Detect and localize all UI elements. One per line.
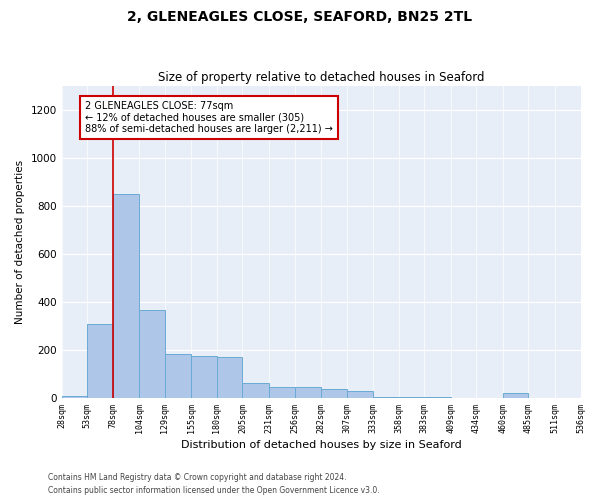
Text: 2, GLENEAGLES CLOSE, SEAFORD, BN25 2TL: 2, GLENEAGLES CLOSE, SEAFORD, BN25 2TL [127,10,473,24]
Bar [113,194,139,398]
X-axis label: Distribution of detached houses by size in Seaford: Distribution of detached houses by size … [181,440,461,450]
Title: Size of property relative to detached houses in Seaford: Size of property relative to detached ho… [158,72,484,85]
Bar [347,391,373,398]
Bar [321,388,347,398]
Bar [139,310,165,398]
Bar [269,388,295,398]
Bar [165,354,191,398]
Bar [373,397,399,398]
Bar [424,397,451,398]
Bar [191,356,217,398]
Bar [217,358,242,398]
Text: Contains HM Land Registry data © Crown copyright and database right 2024.
Contai: Contains HM Land Registry data © Crown c… [48,474,380,495]
Bar [503,394,529,398]
Bar [399,397,424,398]
Bar [295,388,321,398]
Bar [242,382,269,398]
Bar [87,324,113,398]
Bar [62,396,87,398]
Y-axis label: Number of detached properties: Number of detached properties [15,160,25,324]
Text: 2 GLENEAGLES CLOSE: 77sqm
← 12% of detached houses are smaller (305)
88% of semi: 2 GLENEAGLES CLOSE: 77sqm ← 12% of detac… [85,102,333,134]
